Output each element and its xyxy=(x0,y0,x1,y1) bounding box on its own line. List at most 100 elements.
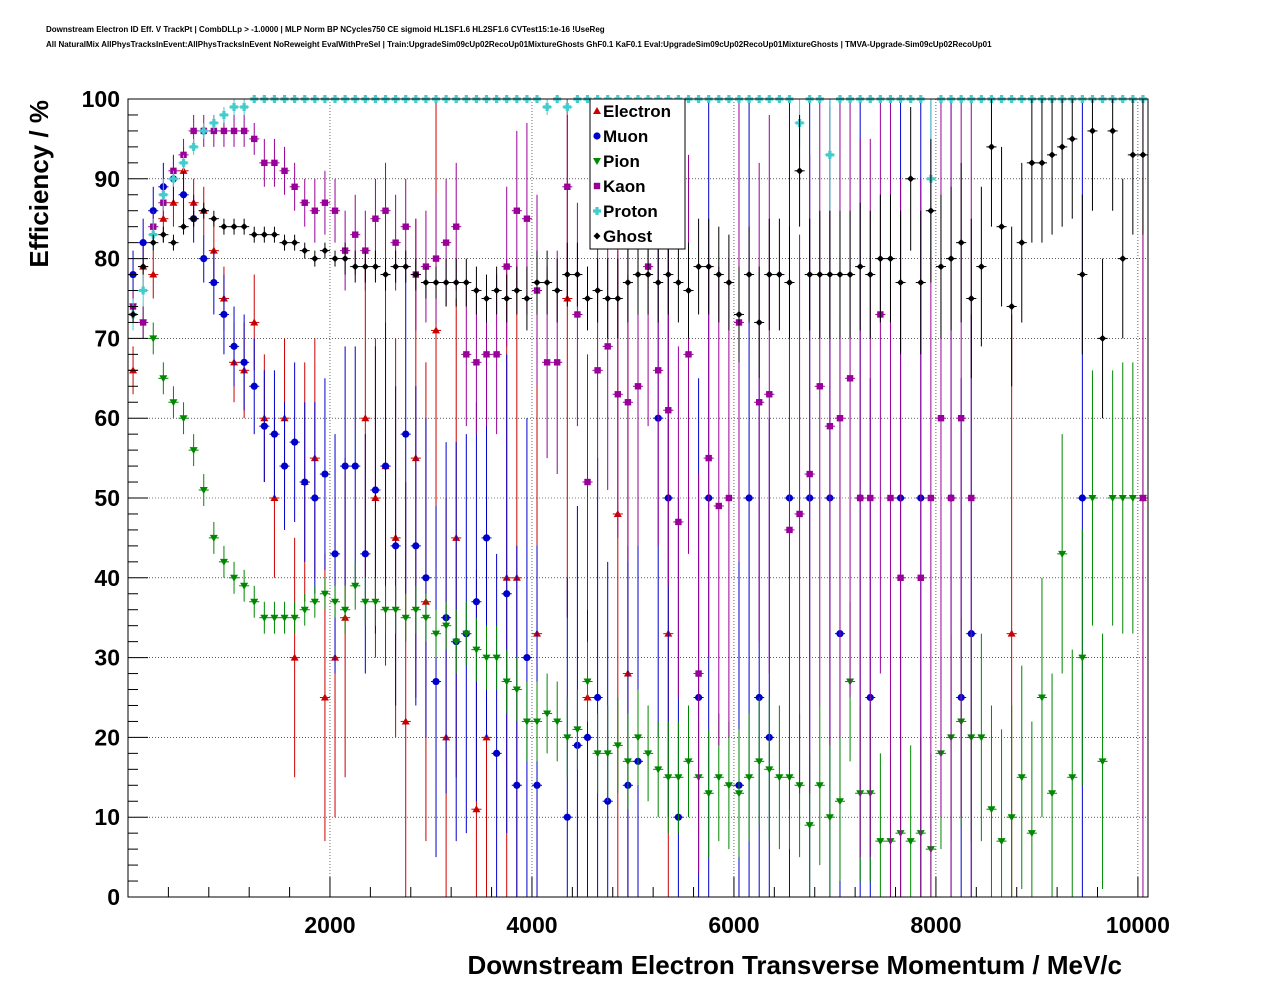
kaon-point xyxy=(382,207,389,214)
ghost-point xyxy=(210,215,218,223)
kaon-point xyxy=(564,183,571,190)
pion-point xyxy=(341,606,350,614)
ghost-point xyxy=(644,271,652,279)
legend: Electron Muon Pion Kaon Proton Ghost xyxy=(589,98,686,250)
ghost-point xyxy=(876,255,884,263)
ghost-point xyxy=(1088,127,1096,135)
muon-point xyxy=(311,494,319,502)
ghost-point xyxy=(907,175,915,183)
ghost-point xyxy=(281,239,289,247)
pion-point xyxy=(775,774,784,782)
kaon-point xyxy=(271,159,278,167)
proton-point xyxy=(209,118,218,127)
ghost-point xyxy=(361,263,369,271)
kaon-point xyxy=(826,422,834,430)
pion-point xyxy=(835,798,844,806)
muon-point xyxy=(321,470,329,478)
pion-point xyxy=(371,598,380,606)
kaon-point xyxy=(220,127,228,135)
kaon-point xyxy=(594,367,601,374)
x-axis-title: Downstream Electron Transverse Momentum … xyxy=(467,950,1122,980)
ghost-point xyxy=(159,231,167,239)
kaon-point xyxy=(311,207,319,214)
x-tick-label: 2000 xyxy=(304,912,355,938)
muon-point xyxy=(422,574,430,582)
pion-point xyxy=(1017,774,1026,782)
proton-point xyxy=(179,158,188,167)
ghost-point xyxy=(331,255,339,263)
ghost-point xyxy=(402,263,410,271)
muon-point xyxy=(493,749,501,757)
pion-point xyxy=(664,774,673,782)
kaon-point xyxy=(755,399,763,406)
electron-point xyxy=(149,270,158,278)
ghost-point xyxy=(533,279,541,287)
electron-point xyxy=(320,693,329,701)
pion-point xyxy=(1118,495,1127,502)
pion-point xyxy=(381,606,390,614)
pion-point xyxy=(290,614,299,622)
pion-point xyxy=(977,734,986,742)
ghost-point xyxy=(1038,159,1046,167)
ghost-point xyxy=(483,295,491,302)
pion-point xyxy=(250,598,259,606)
y-tick-label: 100 xyxy=(82,86,120,112)
electron-point xyxy=(209,246,218,254)
muon-point xyxy=(482,534,491,542)
legend-marker-pion xyxy=(593,158,601,165)
ghost-point xyxy=(392,263,400,271)
muon-point xyxy=(583,733,592,742)
legend-marker-electron xyxy=(593,107,601,114)
ghost-point xyxy=(1068,135,1076,143)
pion-point xyxy=(230,574,239,582)
ghost-point xyxy=(1099,334,1107,342)
pion-point xyxy=(492,654,501,662)
pion-point xyxy=(825,814,834,822)
ghost-point xyxy=(180,223,188,231)
kaon-point xyxy=(291,183,298,190)
proton-point xyxy=(543,102,552,111)
kaon-point xyxy=(170,167,177,175)
kaon-point xyxy=(190,127,197,135)
pion-point xyxy=(522,718,531,726)
ghost-point xyxy=(230,223,238,231)
ghost-point xyxy=(927,207,935,215)
kaon-point xyxy=(453,223,460,230)
ghost-point xyxy=(1058,143,1066,151)
electron-point xyxy=(472,805,481,813)
ghost-point xyxy=(422,279,430,287)
pion-point xyxy=(179,415,188,423)
kaon-point xyxy=(251,135,258,143)
kaon-point xyxy=(240,127,248,135)
ghost-point xyxy=(614,295,622,302)
pion-point xyxy=(260,614,269,622)
ghost-point xyxy=(169,239,177,247)
muon-point xyxy=(594,693,602,702)
muon-point xyxy=(432,677,440,686)
ghost-point xyxy=(311,255,319,263)
ghost-point xyxy=(624,279,632,287)
ghost-point xyxy=(240,223,248,231)
ghost-point xyxy=(493,287,501,295)
legend-label-pion: Pion xyxy=(603,152,640,171)
ghost-point xyxy=(816,271,824,279)
muon-point xyxy=(280,462,289,470)
pion-point xyxy=(512,686,521,694)
pion-point xyxy=(149,335,158,343)
pion-point xyxy=(593,750,602,758)
muon-point xyxy=(412,542,420,550)
muon-point xyxy=(250,382,258,390)
y-tick-label: 80 xyxy=(94,246,120,272)
ghost-point xyxy=(604,295,612,302)
y-tick-label: 10 xyxy=(94,804,120,830)
pion-point xyxy=(805,822,814,830)
pion-point xyxy=(714,774,723,782)
muon-point xyxy=(179,191,188,199)
kaon-point xyxy=(321,199,329,206)
ghost-point xyxy=(1139,151,1147,159)
ghost-point xyxy=(412,271,420,279)
kaon-point xyxy=(493,351,500,358)
muon-point xyxy=(745,494,753,502)
kaon-point xyxy=(139,319,147,326)
muon-point xyxy=(371,486,380,494)
